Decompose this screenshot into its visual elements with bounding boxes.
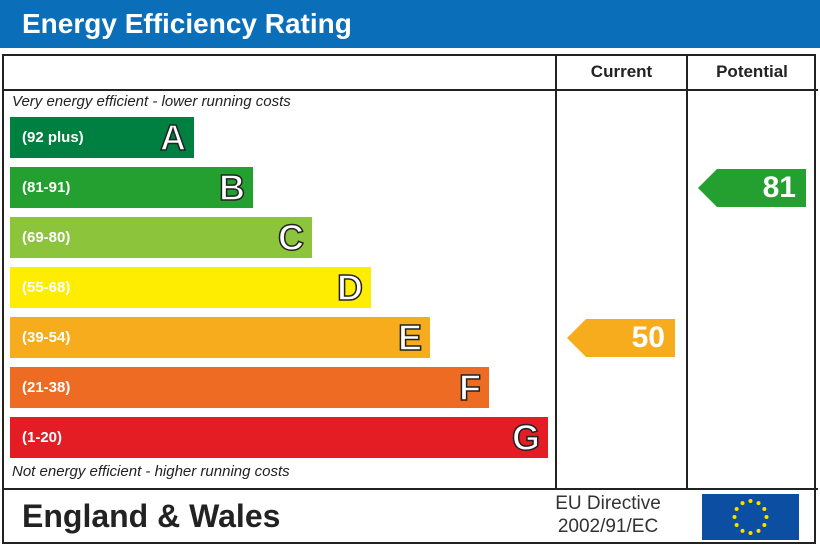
star <box>756 528 761 533</box>
band-e: (39-54) E <box>10 316 430 359</box>
top-note: Very energy efficient - lower running co… <box>12 93 291 110</box>
band-letter: A <box>159 116 187 159</box>
star <box>762 507 767 511</box>
band-a: (92 plus) A <box>10 116 194 159</box>
star <box>740 528 745 533</box>
page-title: Energy Efficiency Rating <box>0 0 820 48</box>
star <box>764 515 769 519</box>
band-letter: C <box>277 216 305 259</box>
arrow-shape <box>698 169 806 207</box>
country-label: England & Wales <box>22 498 281 534</box>
directive-line1: EU Directive <box>555 493 661 514</box>
eu-flag-icon <box>702 494 799 540</box>
star <box>734 523 739 527</box>
band-letter: G <box>511 416 541 459</box>
bottom-note: Not energy efficient - higher running co… <box>12 463 290 480</box>
directive-label: EU Directive 2002/91/EC <box>520 492 696 538</box>
band-f: (21-38) F <box>10 366 489 409</box>
band-range: (92 plus) <box>22 129 84 146</box>
potential-header: Potential <box>716 62 788 81</box>
star <box>748 531 753 535</box>
band-range: (81-91) <box>22 179 71 196</box>
arrow-shape <box>567 319 675 357</box>
band-range: (55-68) <box>22 279 71 296</box>
band-letter: F <box>458 366 482 409</box>
divider <box>2 89 818 91</box>
star <box>748 499 753 503</box>
potential-rating-value: 81 <box>762 171 796 204</box>
band-letter: B <box>218 166 246 209</box>
band-d: (55-68) D <box>10 266 371 309</box>
divider <box>686 54 688 490</box>
potential-rating-arrow: 81 <box>698 169 806 207</box>
divider <box>555 54 557 490</box>
rating-frame <box>2 54 816 544</box>
band-g: (1-20) G <box>10 416 548 459</box>
star <box>740 501 745 506</box>
current-rating-arrow: 50 <box>567 319 675 357</box>
directive-line2: 2002/91/EC <box>557 516 659 537</box>
band-range: (21-38) <box>22 379 71 396</box>
star <box>732 515 737 519</box>
star <box>734 507 739 511</box>
band-c: (69-80) C <box>10 216 312 259</box>
star <box>756 501 761 506</box>
current-header: Current <box>590 62 653 81</box>
band-range: (69-80) <box>22 229 71 246</box>
star <box>762 523 767 527</box>
band-letter: E <box>397 316 423 359</box>
band-letter: D <box>336 266 364 309</box>
band-b: (81-91) B <box>10 166 253 209</box>
current-rating-value: 50 <box>631 321 665 354</box>
band-range: (39-54) <box>22 329 71 346</box>
band-range: (1-20) <box>22 429 63 446</box>
divider <box>2 488 818 490</box>
